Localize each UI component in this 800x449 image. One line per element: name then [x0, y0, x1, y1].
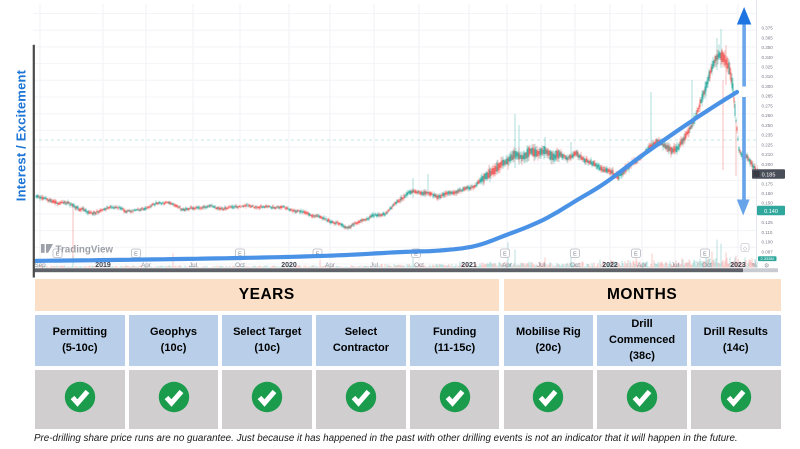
svg-text:0.325: 0.325 [762, 65, 774, 70]
svg-text:0.365: 0.365 [762, 35, 774, 40]
svg-text:0.185: 0.185 [762, 172, 776, 178]
svg-text:Apr: Apr [325, 262, 335, 269]
svg-text:Oct: Oct [414, 262, 424, 269]
svg-text:Apr: Apr [141, 262, 151, 269]
svg-text:0.110: 0.110 [762, 230, 773, 235]
svg-text:2023: 2023 [730, 262, 746, 269]
svg-text:Jul: Jul [671, 262, 679, 269]
svg-text:E: E [573, 252, 577, 258]
svg-text:0.275: 0.275 [762, 103, 774, 108]
svg-text:0.350: 0.350 [762, 45, 774, 50]
svg-text:◇: ◇ [743, 246, 748, 252]
svg-text:Oct: Oct [235, 262, 245, 269]
svg-text:TradingView: TradingView [56, 244, 114, 255]
svg-text:0.340: 0.340 [762, 55, 774, 60]
svg-text:Apr: Apr [502, 262, 512, 269]
svg-text:E: E [634, 252, 638, 258]
svg-text:0.140: 0.140 [764, 209, 778, 215]
svg-text:2019: 2019 [95, 262, 111, 269]
svg-text:0.100: 0.100 [762, 240, 774, 245]
svg-text:0.235: 0.235 [762, 133, 774, 138]
svg-text:0.375: 0.375 [762, 26, 774, 31]
svg-text:0.300: 0.300 [762, 84, 774, 89]
svg-text:E: E [703, 252, 707, 258]
svg-text:Jul: Jul [537, 262, 545, 269]
svg-text:E: E [238, 252, 242, 258]
svg-text:2020: 2020 [281, 262, 297, 269]
svg-text:2022: 2022 [602, 262, 618, 269]
svg-text:E: E [134, 252, 138, 258]
svg-text:E: E [503, 252, 507, 258]
svg-text:0.200: 0.200 [762, 162, 774, 167]
svg-text:Oct: Oct [702, 262, 712, 269]
svg-text:0.285: 0.285 [762, 94, 774, 99]
svg-text:E: E [56, 252, 60, 258]
svg-text:0.160: 0.160 [762, 191, 774, 196]
svg-text:0.150: 0.150 [762, 201, 774, 206]
svg-text:0.225: 0.225 [762, 142, 774, 147]
svg-text:Apr: Apr [637, 262, 647, 269]
svg-text:Oct: Oct [570, 262, 580, 269]
svg-text:E: E [414, 252, 418, 258]
svg-text:0.210: 0.210 [762, 152, 774, 157]
svg-text:%: % [752, 263, 757, 269]
svg-text:0.260: 0.260 [762, 113, 774, 118]
svg-text:0.087: 0.087 [762, 249, 774, 254]
svg-text:0.310: 0.310 [762, 74, 774, 79]
svg-text:⚙: ⚙ [764, 262, 769, 269]
svg-text:2.333M: 2.333M [761, 256, 774, 261]
svg-text:Jul: Jul [189, 262, 197, 269]
svg-text:Sep: Sep [34, 262, 46, 269]
svg-text:0.175: 0.175 [762, 181, 774, 186]
svg-text:Jul: Jul [370, 262, 378, 269]
svg-text:0.125: 0.125 [762, 220, 774, 225]
svg-text:2021: 2021 [461, 262, 477, 269]
svg-text:0.250: 0.250 [762, 123, 774, 128]
